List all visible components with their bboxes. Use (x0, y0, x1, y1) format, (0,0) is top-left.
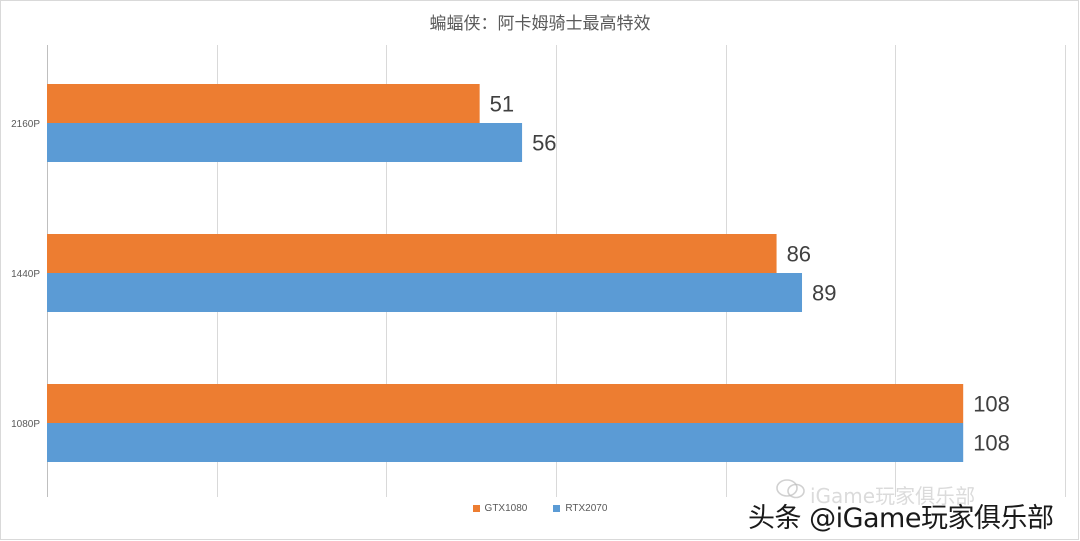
category-label-2160p: 2160P (11, 119, 40, 130)
data-label-gtx1080-1440p: 86 (787, 242, 811, 267)
wechat-icon (776, 479, 805, 499)
data-label-rtx2070-1080p: 108 (973, 431, 1010, 456)
bar-rtx2070-1440p (47, 273, 803, 312)
category-label-1440p: 1440P (11, 269, 40, 280)
legend-item-rtx2070: RTX2070 (553, 503, 607, 514)
bar-gtx1080-1080p (47, 384, 964, 423)
legend-label-gtx1080: GTX1080 (484, 503, 528, 514)
data-label-gtx1080-1080p: 108 (973, 392, 1010, 417)
watermark: 头条 @iGame玩家俱乐部 (748, 503, 1054, 534)
watermark-faint: iGame玩家俱乐部 (810, 484, 976, 508)
category-labels: 2160P 1440P 1080P (11, 119, 40, 430)
legend-swatch-gtx1080 (472, 505, 480, 512)
bar-rtx2070-1080p (47, 423, 964, 462)
legend: GTX1080 RTX2070 (0, 503, 1080, 514)
chart-title: 蝙蝠侠：阿卡姆骑士最高特效 (429, 14, 651, 34)
category-label-1080p: 1080P (11, 419, 40, 430)
data-label-rtx2070-2160p: 56 (532, 131, 556, 156)
legend-swatch-rtx2070 (553, 505, 561, 512)
bars (47, 84, 964, 462)
bar-rtx2070-2160p (47, 123, 523, 162)
bar-gtx1080-1440p (47, 234, 777, 273)
data-label-gtx1080-2160p: 51 (490, 92, 514, 117)
legend-item-gtx1080: GTX1080 (472, 503, 528, 514)
legend-label-rtx2070: RTX2070 (565, 503, 608, 514)
data-label-rtx2070-1440p: 89 (812, 281, 836, 306)
bar-gtx1080-2160p (47, 84, 480, 123)
